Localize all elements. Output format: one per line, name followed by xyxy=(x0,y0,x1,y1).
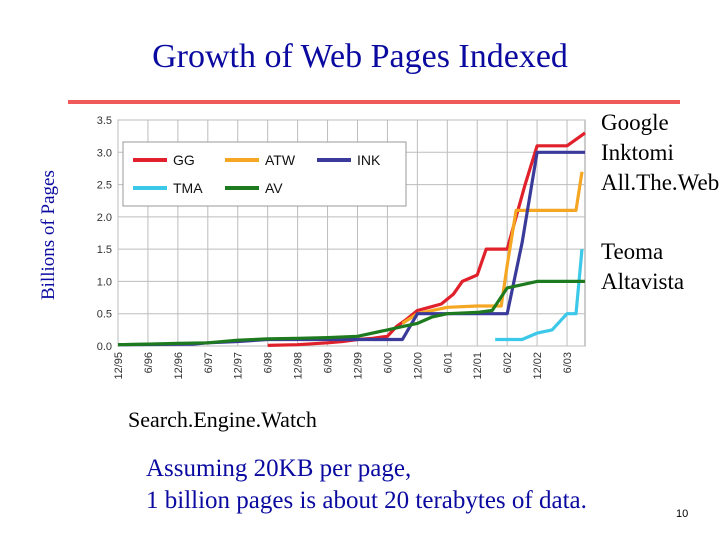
series-line-av xyxy=(117,279,585,347)
x-tick-label: 6/99 xyxy=(323,352,335,373)
x-tick-label: 12/96 xyxy=(173,352,185,380)
x-tick-label: 6/02 xyxy=(502,352,514,373)
y-tick-label: 1.0 xyxy=(97,276,112,288)
note-line-2: 1 billion pages is about 20 terabytes of… xyxy=(146,487,587,514)
legend-label-ink: INK xyxy=(357,152,381,168)
legend-label-atw: ATW xyxy=(265,152,296,168)
y-tick-label: 1.5 xyxy=(97,244,112,256)
slide-title: Growth of Web Pages Indexed xyxy=(152,38,568,75)
y-tick-label: 3.5 xyxy=(97,115,112,127)
x-tick-label: 6/00 xyxy=(382,352,394,373)
engine-labels-bottom: Teoma Altavista xyxy=(601,237,684,297)
side-label-altavista: Altavista xyxy=(601,269,685,294)
x-tick-label: 6/98 xyxy=(263,352,275,373)
series-line-tma xyxy=(495,248,584,342)
y-tick-label: 2.0 xyxy=(97,212,112,224)
x-tick-label: 6/01 xyxy=(442,352,454,373)
legend-box xyxy=(122,141,407,207)
x-tick-label: 12/97 xyxy=(233,352,245,380)
legend-label-tma: TMA xyxy=(173,180,203,196)
note-text: Assuming 20KB per page, 1 billion pages … xyxy=(146,453,587,517)
side-label-google: Google xyxy=(601,110,669,135)
x-tick-label: 6/96 xyxy=(143,352,155,373)
y-tick-label: 2.5 xyxy=(97,180,112,192)
title-divider xyxy=(68,100,680,104)
note-line-1: Assuming 20KB per page, xyxy=(146,455,412,482)
y-tick-label: 0.0 xyxy=(97,341,112,353)
side-label-teoma: Teoma xyxy=(601,239,664,264)
x-tick-label: 12/95 xyxy=(113,352,125,380)
engine-labels-top: Google Inktomi All.The.Web xyxy=(601,108,719,198)
x-tick-label: 6/97 xyxy=(203,352,215,373)
y-tick-label: 0.5 xyxy=(97,309,112,321)
x-tick-label: 12/99 xyxy=(352,352,364,380)
x-tick-label: 12/02 xyxy=(532,352,544,380)
page-number: 10 xyxy=(676,508,689,520)
x-tick-label: 12/98 xyxy=(293,352,305,380)
legend-label-av: AV xyxy=(265,180,283,196)
x-tick-label: 6/03 xyxy=(562,352,574,373)
line-chart: 0.0 0.5 1.0 1.5 2.0 2.5 3.0 3.5 12/95 6/96 12/96 6/… xyxy=(97,115,586,380)
legend-label-gg: GG xyxy=(173,152,195,168)
side-label-alltheweb: All.The.Web xyxy=(601,170,720,195)
series-line-atw xyxy=(401,171,584,325)
y-axis-label: Billions of Pages xyxy=(38,170,59,300)
source-label: Search.Engine.Watch xyxy=(128,407,317,432)
x-tick-label: 12/01 xyxy=(472,352,484,380)
side-label-inktomi: Inktomi xyxy=(601,140,674,165)
y-tick-label: 3.0 xyxy=(97,147,112,159)
x-tick-label: 12/00 xyxy=(412,352,424,380)
